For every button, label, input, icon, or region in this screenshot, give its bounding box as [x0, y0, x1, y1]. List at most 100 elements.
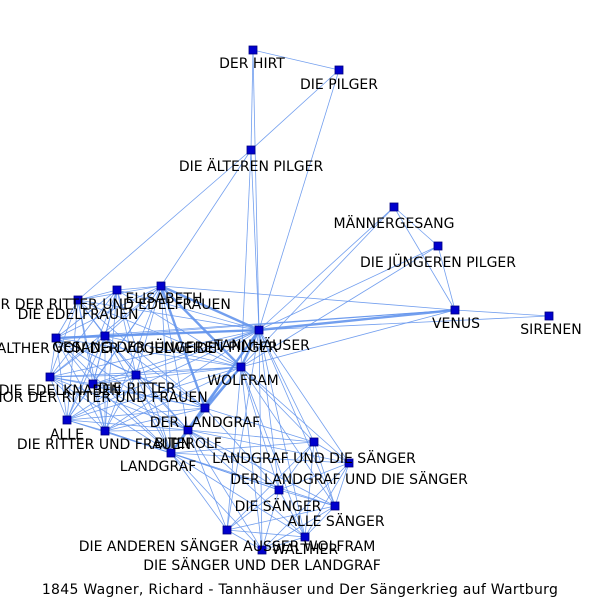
edge-der_landgraf_saenger-saenger: [278, 462, 350, 491]
edge-wolfram-edelfrauen: [116, 289, 242, 368]
node-der_landgraf_saenger[interactable]: [344, 458, 354, 468]
node-landgraf[interactable]: [166, 448, 176, 458]
node-ritterfrauen[interactable]: [100, 426, 110, 436]
edge-pilger-aelteren: [250, 69, 340, 151]
node-ritter[interactable]: [88, 379, 98, 389]
edge-biterolf-landgraf_saenger: [187, 429, 315, 443]
edge-aelteren-tannhaeuser: [250, 149, 260, 331]
node-landgraf_d[interactable]: [200, 403, 210, 413]
edge-hirt-pilger: [252, 49, 340, 71]
edge-gesang-landgraf_d: [104, 335, 206, 409]
edge-maenner-tannhaeuser: [258, 206, 395, 331]
edge-hirt-aelteren: [250, 49, 254, 151]
edge-wolfram-elisabeth: [160, 285, 242, 368]
edge-alle_saenger-saenger_landgraf: [261, 505, 336, 551]
edge-landgraf-saenger_landgraf: [170, 452, 263, 551]
edge-chorrf2-landgraf_d: [135, 374, 206, 409]
edge-aelteren-elisabeth: [160, 149, 252, 287]
node-walther_v[interactable]: [51, 333, 61, 343]
edge-venus-walther_v: [55, 309, 456, 339]
edge-tannhaeuser-elisabeth: [160, 284, 260, 332]
node-label-maenner: MÄNNERGESANG: [334, 214, 455, 232]
edge-tannhaeuser-chorrf2: [135, 329, 260, 376]
node-elisabeth[interactable]: [156, 281, 166, 291]
edge-gesang-alle: [66, 335, 106, 421]
node-label-edelknaben: DIE EDELKNABEN: [0, 383, 121, 399]
edge-alle-biterolf: [66, 419, 189, 431]
edge-wolfram-alle_saenger: [240, 366, 336, 507]
node-hirt[interactable]: [248, 45, 258, 55]
edge-andere_saenger-saenger_landgraf: [226, 529, 263, 551]
node-chorrf[interactable]: [73, 295, 83, 305]
edge-tannhaeuser-der_landgraf_saenger: [258, 329, 350, 464]
edge-andere_saenger-walther: [226, 529, 306, 538]
edge-aelteren-chorrf: [77, 149, 252, 301]
node-label-venus: VENUS: [432, 316, 480, 332]
node-saenger[interactable]: [274, 485, 284, 495]
node-label-der_landgraf_saenger: DER LANDGRAF UND DIE SÄNGER: [230, 470, 468, 488]
node-sirenen[interactable]: [544, 311, 554, 321]
node-layer: [45, 45, 554, 555]
node-edelknaben[interactable]: [45, 372, 55, 382]
edge-tannhaeuser-alle: [66, 329, 260, 421]
edge-landgraf_saenger-walther: [304, 441, 315, 538]
edge-wolfram-landgraf_saenger: [240, 366, 315, 443]
node-label-wolfram: WOLFRAM: [207, 373, 279, 389]
edge-tannhaeuser-gesang: [104, 329, 260, 337]
edge-saenger-walther: [278, 489, 306, 538]
node-label-andere_saenger: DIE ANDEREN SÄNGER AUSSER WOLFRAM: [79, 537, 376, 555]
node-andere_saenger[interactable]: [222, 525, 232, 535]
edge-tannhaeuser-saenger: [258, 329, 280, 491]
node-label-tannhaeuser: TANNHÄUSER: [213, 336, 310, 354]
node-alle[interactable]: [62, 415, 72, 425]
edge-wolfram-saenger: [240, 366, 280, 491]
node-label-ritter: DIE RITTER: [98, 381, 176, 397]
edge-landgraf_d-landgraf_saenger: [204, 407, 315, 443]
node-walther[interactable]: [300, 532, 310, 542]
node-saenger_landgraf[interactable]: [257, 545, 267, 555]
edge-der_landgraf_saenger-walther: [304, 462, 350, 538]
node-wolfram[interactable]: [236, 362, 246, 372]
node-label-alle_saenger: ALLE SÄNGER: [287, 512, 384, 530]
node-chorrf2[interactable]: [131, 370, 141, 380]
edge-landgraf-andere_saenger: [170, 452, 228, 531]
edge-wolfram-chorrf: [77, 299, 242, 368]
edge-biterolf-der_landgraf_saenger: [187, 429, 350, 464]
node-label-biterolf: BITEROLF: [154, 436, 222, 452]
node-label-chorrf2: CHOR DER RITTER UND FRAUEN: [0, 390, 208, 406]
edge-biterolf-alle_saenger: [187, 429, 336, 507]
node-maenner[interactable]: [389, 202, 399, 212]
edge-edelfrauen-walther_v: [55, 289, 118, 339]
edge-ritterfrauen-biterolf: [104, 429, 189, 432]
edge-tannhaeuser-alle_saenger: [258, 329, 336, 507]
edge-landgraf_d-alle: [66, 407, 206, 421]
node-pilger[interactable]: [334, 65, 344, 75]
node-aelteren[interactable]: [246, 145, 256, 155]
node-label-alle: ALLE: [50, 427, 84, 443]
edge-gesang-biterolf: [104, 335, 189, 431]
edge-tannhaeuser-andere_saenger: [226, 329, 260, 531]
edge-edelfrauen-edelknaben: [49, 289, 118, 378]
node-landgraf_saenger[interactable]: [309, 437, 319, 447]
node-label-saenger_landgraf: DIE SÄNGER UND DER LANDGRAF: [143, 556, 381, 574]
node-edelfrauen[interactable]: [112, 285, 122, 295]
edge-saenger-alle_saenger: [278, 489, 336, 507]
node-venus[interactable]: [450, 305, 460, 315]
node-juengeren[interactable]: [433, 241, 443, 251]
node-label-walther_v: WALTHER VON DER VOGELWEIDE: [0, 341, 216, 357]
edge-elisabeth-landgraf: [160, 285, 172, 454]
node-gesang[interactable]: [100, 331, 110, 341]
edge-maenner-venus: [393, 206, 456, 311]
edge-chorrf-landgraf_d: [77, 299, 206, 409]
edge-venus-elisabeth: [160, 285, 456, 311]
edge-maenner-wolfram: [240, 206, 395, 368]
edge-gesang-edelknaben: [49, 335, 106, 378]
node-alle_saenger[interactable]: [330, 501, 340, 511]
edge-chorrf2-biterolf: [135, 374, 189, 431]
node-biterolf[interactable]: [183, 425, 193, 435]
node-label-landgraf_saenger: LANDGRAF UND DIE SÄNGER: [212, 449, 416, 467]
edge-chorrf-edelknaben: [49, 299, 79, 378]
edge-biterolf-saenger: [187, 429, 280, 491]
node-tannhaeuser[interactable]: [254, 325, 264, 335]
node-label-hirt: DER HIRT: [219, 56, 285, 72]
